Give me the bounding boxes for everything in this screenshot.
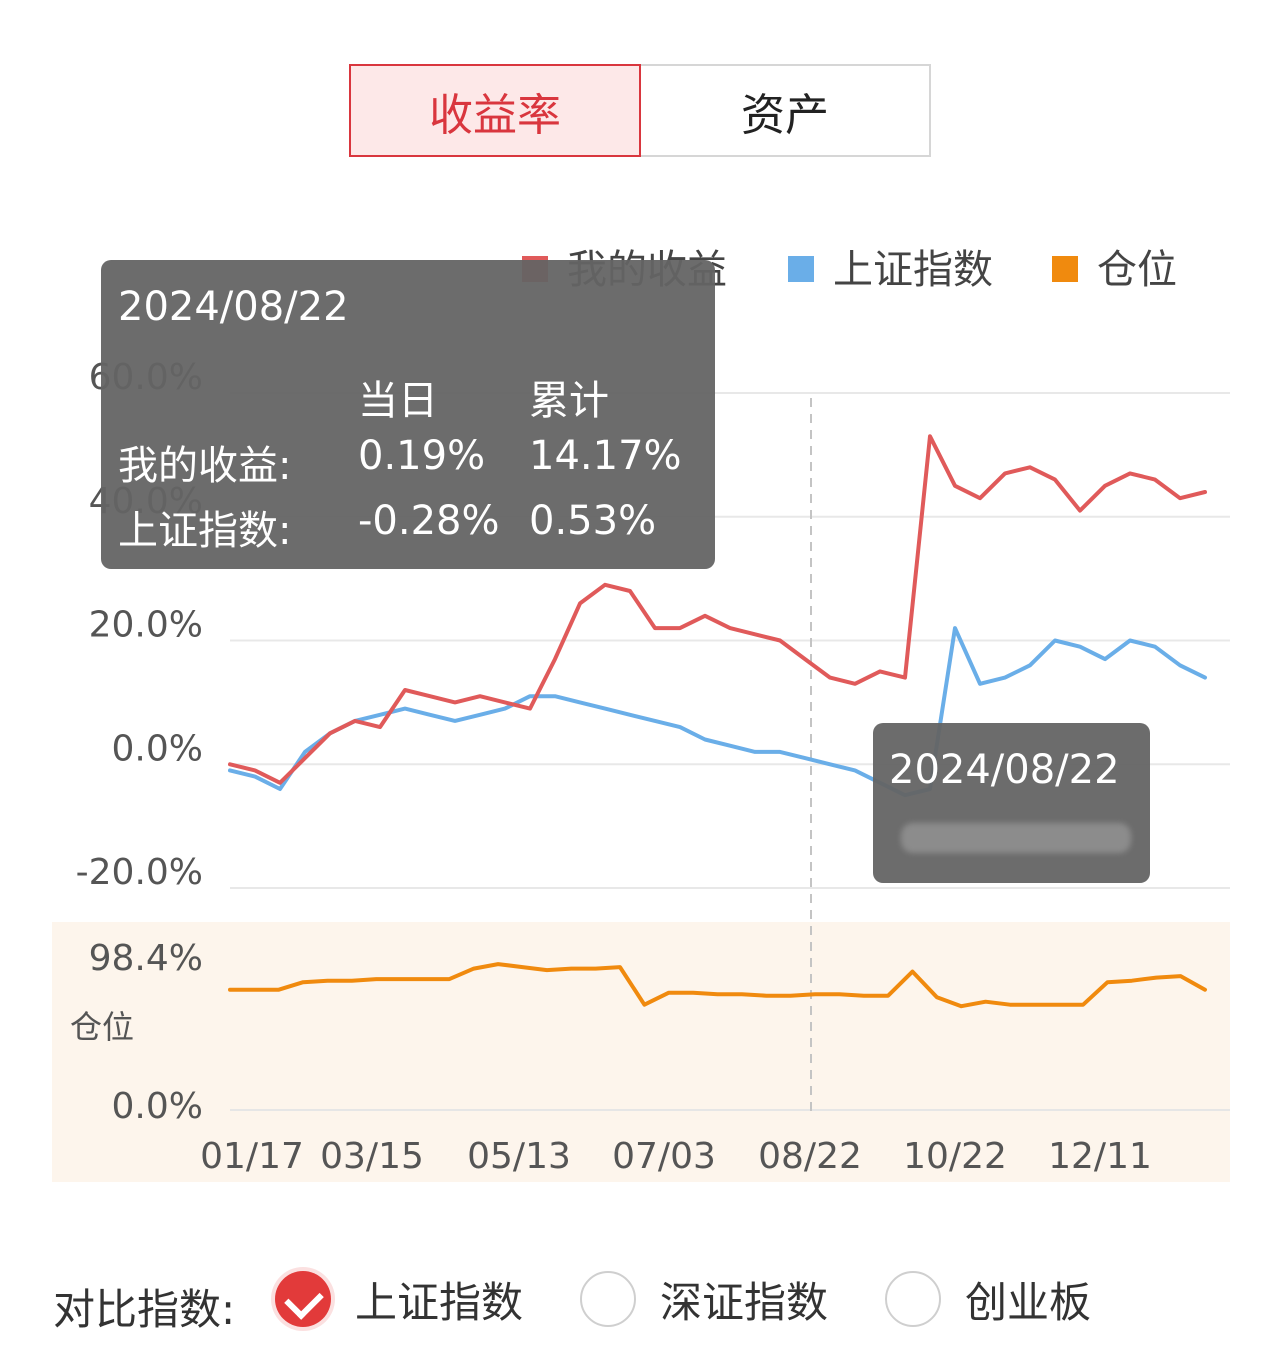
tooltip-row-name: 上证指数: — [118, 508, 292, 554]
position-y-label: 仓位 — [70, 1008, 134, 1046]
compare-option-chinext[interactable]: 创业板 — [885, 1268, 1091, 1330]
tooltip-secondary: 2024/08/22 — [873, 723, 1150, 883]
position-y-tick-label: 98.4% — [89, 938, 203, 979]
x-tick-label: 08/22 — [758, 1136, 862, 1177]
position-y-tick-label: 0.0% — [112, 1086, 203, 1127]
x-tick-label: 03/15 — [320, 1136, 424, 1177]
x-tick-label: 10/22 — [903, 1136, 1007, 1177]
y-tick-label: -20.0% — [76, 852, 203, 893]
tooltip-row-cumulative: 0.53% — [529, 498, 657, 544]
tab-bar: 收益率 资产 — [349, 64, 931, 157]
y-tick-label: 0.0% — [112, 728, 203, 769]
legend-swatch — [1052, 256, 1078, 282]
compare-option-label: 上证指数 — [355, 1277, 524, 1327]
radio-unchecked-icon[interactable] — [580, 1271, 636, 1327]
tooltip-col-daily: 当日 — [358, 378, 438, 424]
compare-option-sse[interactable]: 上证指数 — [275, 1268, 523, 1330]
tooltip-row-daily: 0.19% — [358, 433, 486, 479]
radio-unchecked-icon[interactable] — [885, 1271, 941, 1327]
x-tick-label: 12/11 — [1048, 1136, 1152, 1177]
legend-swatch — [788, 256, 814, 282]
tab-assets[interactable]: 资产 — [641, 64, 931, 157]
tooltip-main: 2024/08/22 当日 累计 我的收益: 0.19% 14.17% 上证指数… — [101, 260, 715, 569]
legend-label: 仓位 — [1097, 247, 1177, 293]
tooltip-row-cumulative: 14.17% — [529, 433, 682, 479]
y-tick-label: 20.0% — [89, 605, 203, 646]
series-line-my-return — [228, 434, 1207, 785]
tab-return-rate[interactable]: 收益率 — [349, 64, 641, 157]
position-panel-bg — [52, 922, 1230, 1182]
tooltip-col-cumulative: 累计 — [529, 378, 609, 424]
tooltip-date: 2024/08/22 — [118, 284, 349, 330]
checkmark-icon[interactable] — [275, 1271, 331, 1327]
tooltip-row-name: 我的收益: — [118, 443, 292, 489]
series-line-position — [228, 962, 1207, 1009]
x-tick-label: 05/13 — [467, 1136, 571, 1177]
x-tick-label: 07/03 — [612, 1136, 716, 1177]
tooltip-secondary-blurred-content — [901, 823, 1131, 853]
compare-index-bar: 对比指数: 上证指数 深证指数 创业板 — [53, 1268, 1233, 1338]
compare-option-label: 创业板 — [965, 1277, 1092, 1327]
compare-label: 对比指数: — [53, 1285, 236, 1334]
compare-option-szse[interactable]: 深证指数 — [580, 1268, 828, 1330]
tooltip-row-daily: -0.28% — [358, 498, 500, 544]
compare-option-label: 深证指数 — [660, 1277, 829, 1327]
legend-label: 上证指数 — [833, 247, 993, 293]
x-tick-label: 01/17 — [200, 1136, 304, 1177]
tooltip-secondary-date: 2024/08/22 — [889, 747, 1120, 793]
